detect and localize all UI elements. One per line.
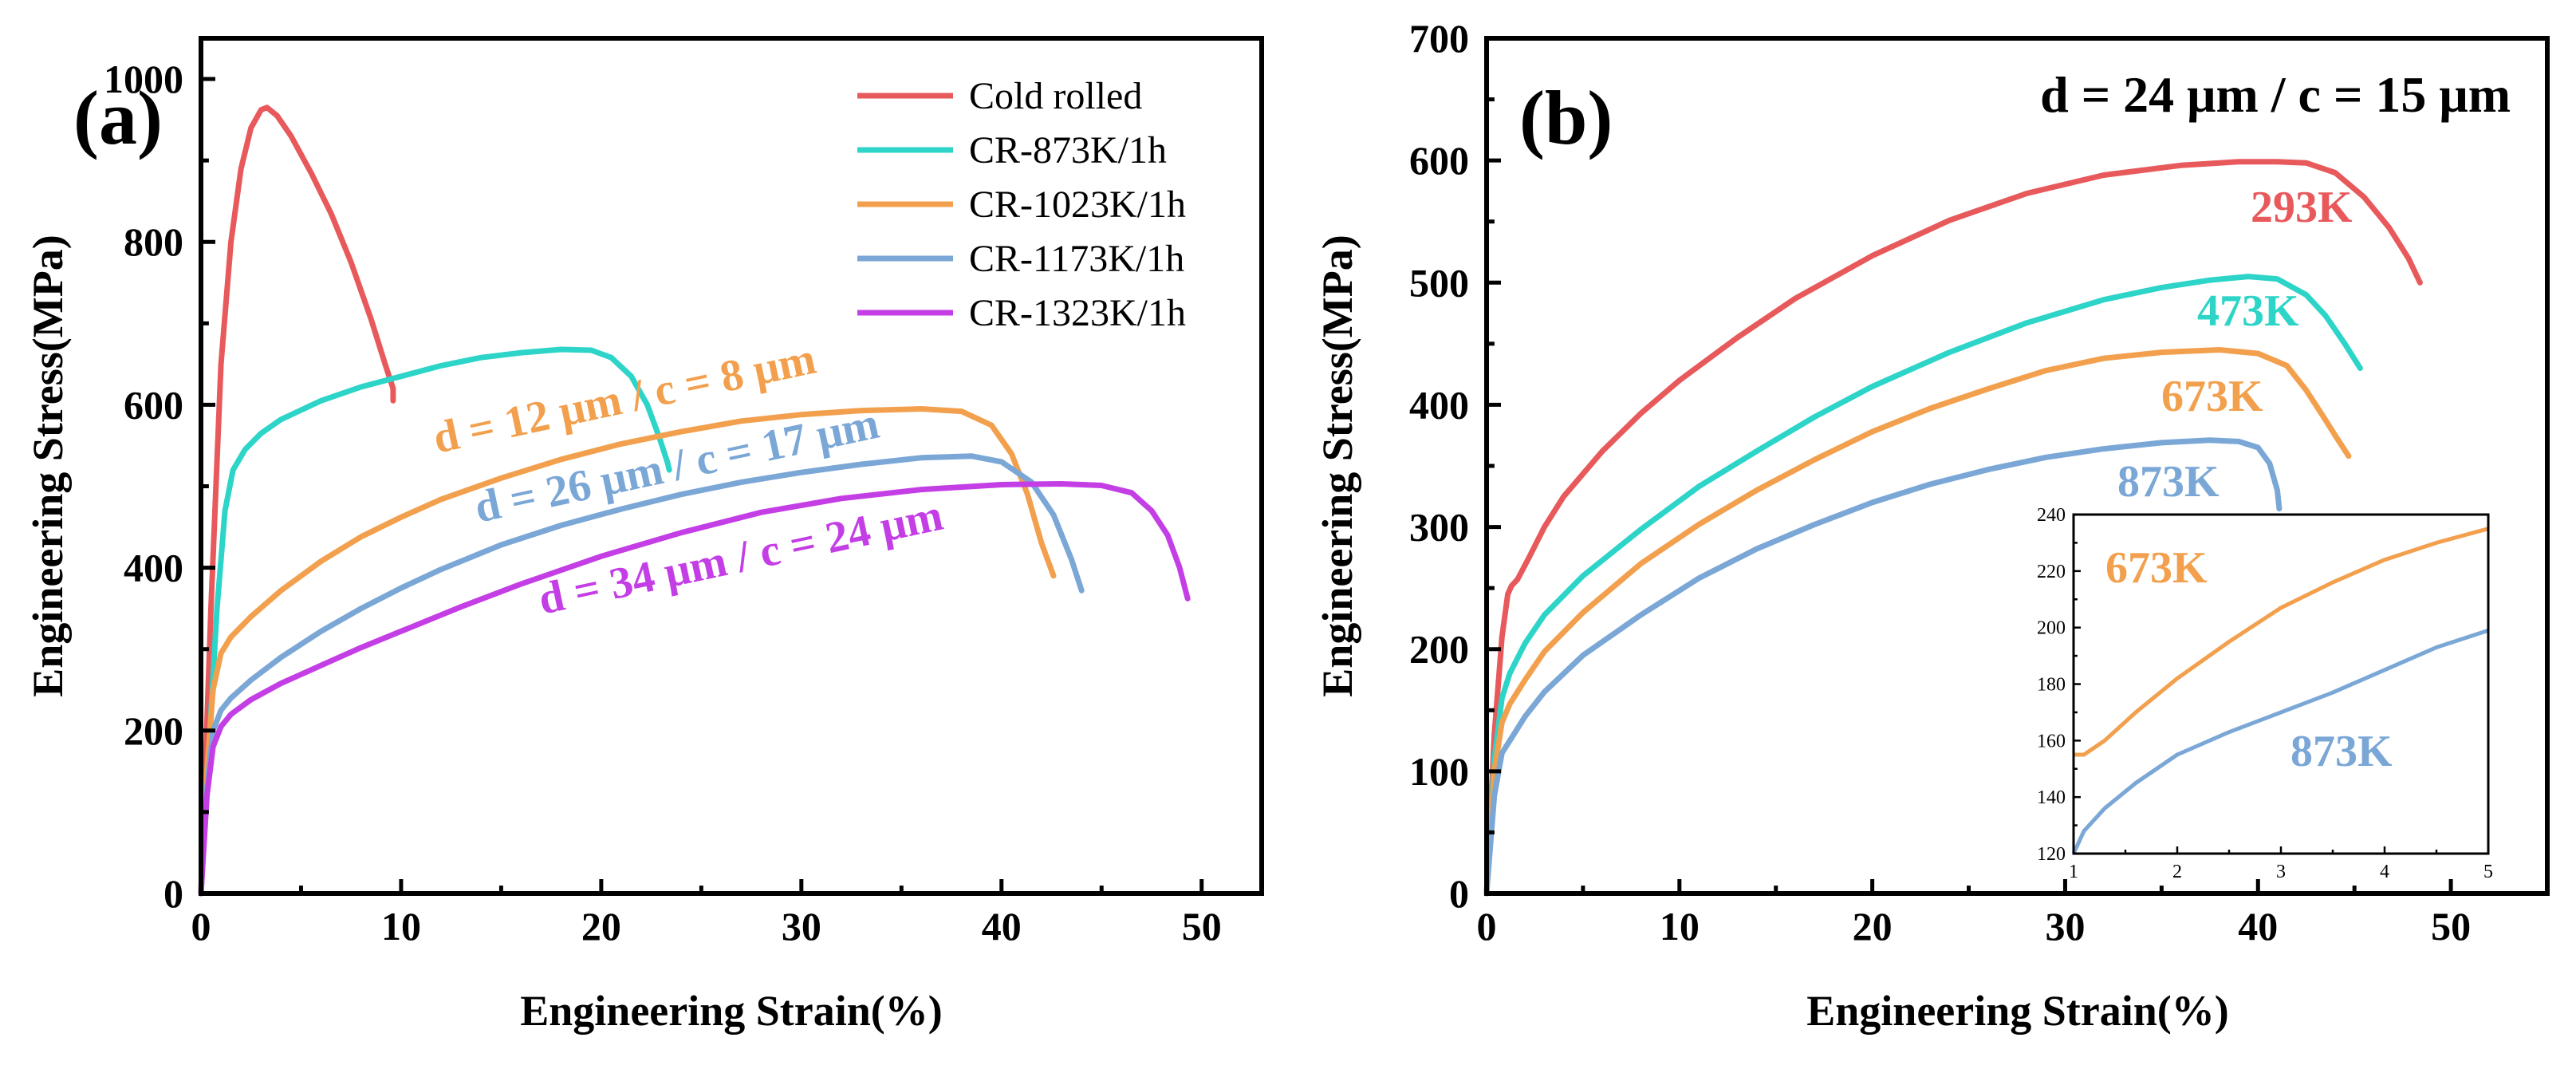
panel-a-y-tick-label-800: 800: [124, 219, 183, 264]
panel-b-series-673k: [1483, 347, 2352, 897]
panel-a-frame: [199, 36, 1264, 896]
panel-a-y-tick-label-0: 0: [163, 871, 183, 916]
inset-series-673k: [2074, 527, 2489, 757]
panel-a-x-tick-label-20: 20: [581, 904, 621, 949]
panel-b-x-axis-label: Engineering Strain(%): [1806, 987, 2229, 1035]
panel-b-y-tick-label-500: 500: [1409, 260, 1469, 305]
panel-b-y-tick-label-200: 200: [1409, 627, 1469, 672]
panel-a-x-tick-label-40: 40: [982, 904, 1022, 949]
panel-a-series-cr-873k-1h: [198, 346, 672, 897]
inset-label-873k: 873K: [2290, 727, 2393, 776]
panel-b-x-tick-label-40: 40: [2238, 904, 2278, 949]
panel-b-y-tick-label-300: 300: [1409, 505, 1469, 550]
label-673k: 673K: [2161, 372, 2263, 421]
legend-label-cr-1323k: CR-1323K/1h: [969, 292, 1186, 334]
label-473k: 473K: [2197, 286, 2299, 336]
panel-b-x-tick-label-10: 10: [1660, 904, 1700, 949]
panel-a-y-axis-label: Engineering Stress(MPa): [24, 235, 72, 696]
inset-plot-area: [2071, 527, 2489, 855]
panel-b-y-tick-label-700: 700: [1409, 16, 1469, 61]
panel-a-y-tick-label-1000: 1000: [104, 57, 183, 101]
panel-a-x-tick-label-50: 50: [1182, 904, 1222, 949]
panel-b-x-tick-label-30: 30: [2045, 904, 2085, 949]
inset-y-tick-label-140: 140: [2037, 787, 2066, 808]
inset-label-673k: 673K: [2105, 543, 2208, 593]
inset-series-873k: [2071, 628, 2489, 855]
panel-b-title: d = 24 μm / c = 15 μm: [2040, 66, 2511, 123]
inset-x-tick-label-3: 3: [2276, 862, 2286, 882]
panel-b-y-axis-label: Engineering Stress(MPa): [1314, 235, 1361, 696]
panel-b-y-tick-label-600: 600: [1409, 138, 1469, 183]
panel-a-series-cr-1173k-1h: [198, 453, 1085, 897]
panel-b-x-tick-label-50: 50: [2431, 904, 2471, 949]
inset-plot: 1 2 3 4 5 120 140 160 180 200 220 240 673K 873K: [2037, 505, 2493, 882]
panel-a-y-tick-label-200: 200: [124, 708, 183, 753]
inset-x-tick-label-4: 4: [2380, 862, 2389, 882]
panel-a: 0 10 20 30 40 50 0 200 400 600 800 1000 (a) Enginee…: [24, 36, 1264, 1035]
inset-y-tick-label-160: 160: [2037, 731, 2066, 751]
legend-label-cr-1173k: CR-1173K/1h: [969, 238, 1184, 280]
panel-a-ticks: 0 10 20 30 40 50 0 200 400 600 800 1000: [104, 57, 1222, 949]
panel-b-label: (b): [1519, 75, 1613, 160]
panel-a-series-cold-rolled: [198, 105, 396, 897]
panel-a-y-tick-label-600: 600: [124, 382, 183, 427]
panel-b-y-tick-label-400: 400: [1409, 382, 1469, 427]
panel-a-x-tick-label-30: 30: [782, 904, 821, 949]
label-293k: 293K: [2251, 183, 2353, 232]
panel-b-x-tick-label-0: 0: [1477, 904, 1497, 949]
legend-label-cold-rolled: Cold rolled: [969, 75, 1142, 117]
panel-b-y-tick-label-0: 0: [1449, 871, 1469, 916]
panel-a-x-axis-label: Engineering Strain(%): [520, 987, 943, 1035]
legend-label-cr-873k: CR-873K/1h: [969, 129, 1167, 172]
panel-a-label: (a): [73, 75, 163, 160]
panel-a-plot-area: [198, 105, 1191, 897]
panel-b-x-tick-label-20: 20: [1853, 904, 1893, 949]
panel-b-y-tick-label-100: 100: [1409, 749, 1469, 794]
panel-a-x-tick-label-10: 10: [381, 904, 421, 949]
panel-b-series-873k: [1483, 437, 2283, 897]
inset-y-tick-label-220: 220: [2037, 562, 2066, 582]
inset-y-tick-label-120: 120: [2037, 844, 2066, 865]
panel-a-y-tick-label-400: 400: [124, 546, 183, 590]
panel-b-series-293k: [1483, 159, 2423, 897]
panel-b-series-473k: [1483, 274, 2363, 897]
inset-ticks: 1 2 3 4 5 120 140 160 180 200 220 240: [2037, 505, 2493, 882]
inset-x-tick-label-2: 2: [2172, 862, 2182, 882]
panel-b-plot-area: [1483, 159, 2423, 897]
inset-x-tick-label-5: 5: [2483, 862, 2493, 882]
label-873k: 873K: [2117, 457, 2220, 507]
inset-y-tick-label-200: 200: [2037, 618, 2066, 639]
panel-a-x-tick-label-0: 0: [191, 904, 211, 949]
inset-x-tick-label-1: 1: [2069, 862, 2078, 882]
inset-y-tick-label-240: 240: [2037, 505, 2066, 526]
panel-a-legend: Cold rolled CR-873K/1h CR-1023K/1h CR-11…: [857, 75, 1186, 334]
inset-background: [2074, 515, 2488, 854]
inset-y-tick-label-180: 180: [2037, 675, 2066, 696]
legend-label-cr-1023k: CR-1023K/1h: [969, 183, 1186, 226]
panel-a-series-cr-1023k-1h: [198, 406, 1057, 897]
panel-a-series-cr-1323k-1h: [198, 481, 1191, 897]
